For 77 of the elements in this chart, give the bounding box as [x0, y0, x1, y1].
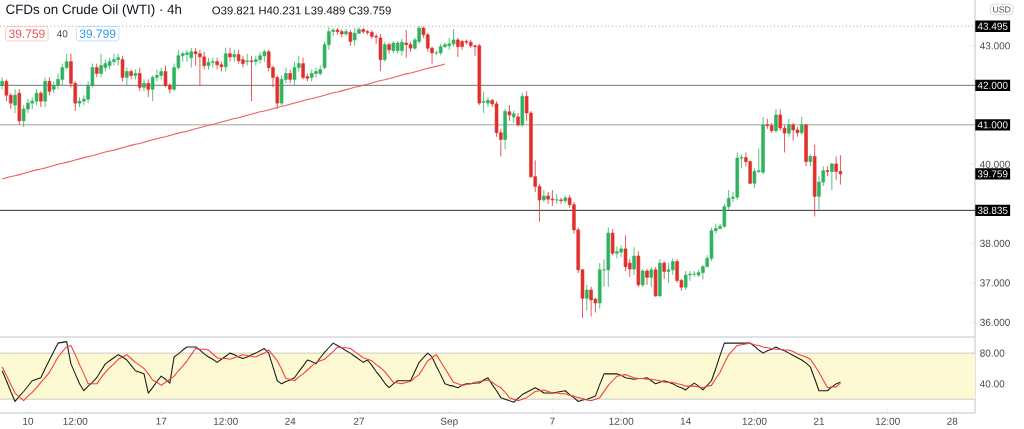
candlestick: [43, 77, 47, 108]
candlestick: [378, 33, 383, 72]
x-tick-label: 7: [550, 417, 555, 425]
candlestick: [825, 165, 830, 177]
candlestick: [632, 246, 636, 276]
y-tick-label: 43.000: [979, 42, 1010, 50]
chart-title: CFDs on Crude Oil (WTI) · 4h: [6, 4, 182, 17]
candlestick: [245, 53, 249, 66]
text: USD: [993, 6, 1011, 13]
candlestick: [550, 189, 555, 207]
candlestick: [258, 51, 262, 64]
candlestick: [387, 42, 391, 55]
x-tick-label: 12:00: [609, 417, 634, 425]
candlestick: [838, 154, 843, 185]
y-tick-label: 36.000: [980, 318, 1010, 326]
candlestick: [13, 88, 17, 114]
annotation: O39.821 H40.231 L39.489 C39.759: [212, 6, 391, 15]
ref-line-label: 41.000: [977, 121, 1008, 129]
y-tick-label: 40.00: [979, 380, 1005, 388]
candlestick: [649, 266, 654, 288]
x-tick-label: 12:00: [742, 417, 767, 425]
candlestick: [451, 28, 456, 48]
x-tick-label: 12:00: [213, 417, 238, 425]
y-tick-label: 37.000: [980, 279, 1010, 287]
candlestick: [99, 53, 103, 78]
y-tick-label: 38.000: [980, 239, 1010, 247]
annotation: 40: [56, 30, 68, 38]
candlestick: [301, 57, 305, 80]
x-tick-label: 12:00: [63, 417, 88, 425]
candlestick: [129, 69, 133, 80]
candlestick: [615, 246, 619, 259]
candlestick: [774, 108, 778, 134]
x-tick-label: Sep: [440, 417, 458, 427]
candlestick: [554, 193, 559, 205]
candlestick: [456, 37, 460, 58]
x-tick-label: 17: [156, 417, 167, 425]
x-tick-label: 24: [285, 417, 296, 425]
ref-line-label: 43.495: [977, 22, 1008, 30]
candlestick: [666, 262, 671, 284]
candlestick: [610, 228, 615, 256]
annotation: 39.799: [79, 29, 116, 38]
candlestick: [60, 63, 65, 86]
candlestick: [516, 112, 520, 128]
candlestick: [142, 79, 146, 92]
x-tick-label: 10: [23, 417, 34, 425]
candlestick: [189, 47, 194, 68]
x-tick-label: 14: [680, 417, 691, 425]
candlestick: [559, 197, 563, 205]
y-tick-label: 40.000: [979, 160, 1010, 168]
candlestick: [778, 108, 783, 132]
x-tick-label: 28: [947, 417, 958, 425]
candlestick: [185, 49, 189, 63]
candlestick: [116, 53, 120, 66]
candlestick: [447, 37, 452, 51]
annotation: 39.759: [9, 29, 45, 38]
candlestick: [314, 67, 318, 78]
candlestick: [765, 118, 770, 130]
candlestick: [645, 268, 649, 286]
candlestick: [787, 118, 791, 138]
ref-line-label: 38.835: [977, 206, 1008, 214]
candlestick: [383, 41, 387, 63]
candlestick: [120, 55, 125, 82]
candlestick: [228, 47, 232, 63]
candlestick: [486, 96, 490, 108]
x-tick-label: 27: [353, 417, 365, 425]
candlestick: [830, 162, 834, 191]
annotation: 39.759: [977, 170, 1008, 178]
ref-line-label: 42.000: [977, 81, 1008, 89]
candlestick: [400, 38, 404, 57]
candlestick: [585, 284, 589, 311]
x-tick-label: 21: [813, 417, 825, 425]
x-tick-label: 12:00: [875, 417, 900, 425]
candlestick: [112, 53, 116, 66]
candlestick: [481, 91, 486, 114]
y-tick-label: 80.00: [980, 349, 1005, 357]
candlestick: [249, 55, 254, 102]
candlestick: [344, 28, 348, 37]
